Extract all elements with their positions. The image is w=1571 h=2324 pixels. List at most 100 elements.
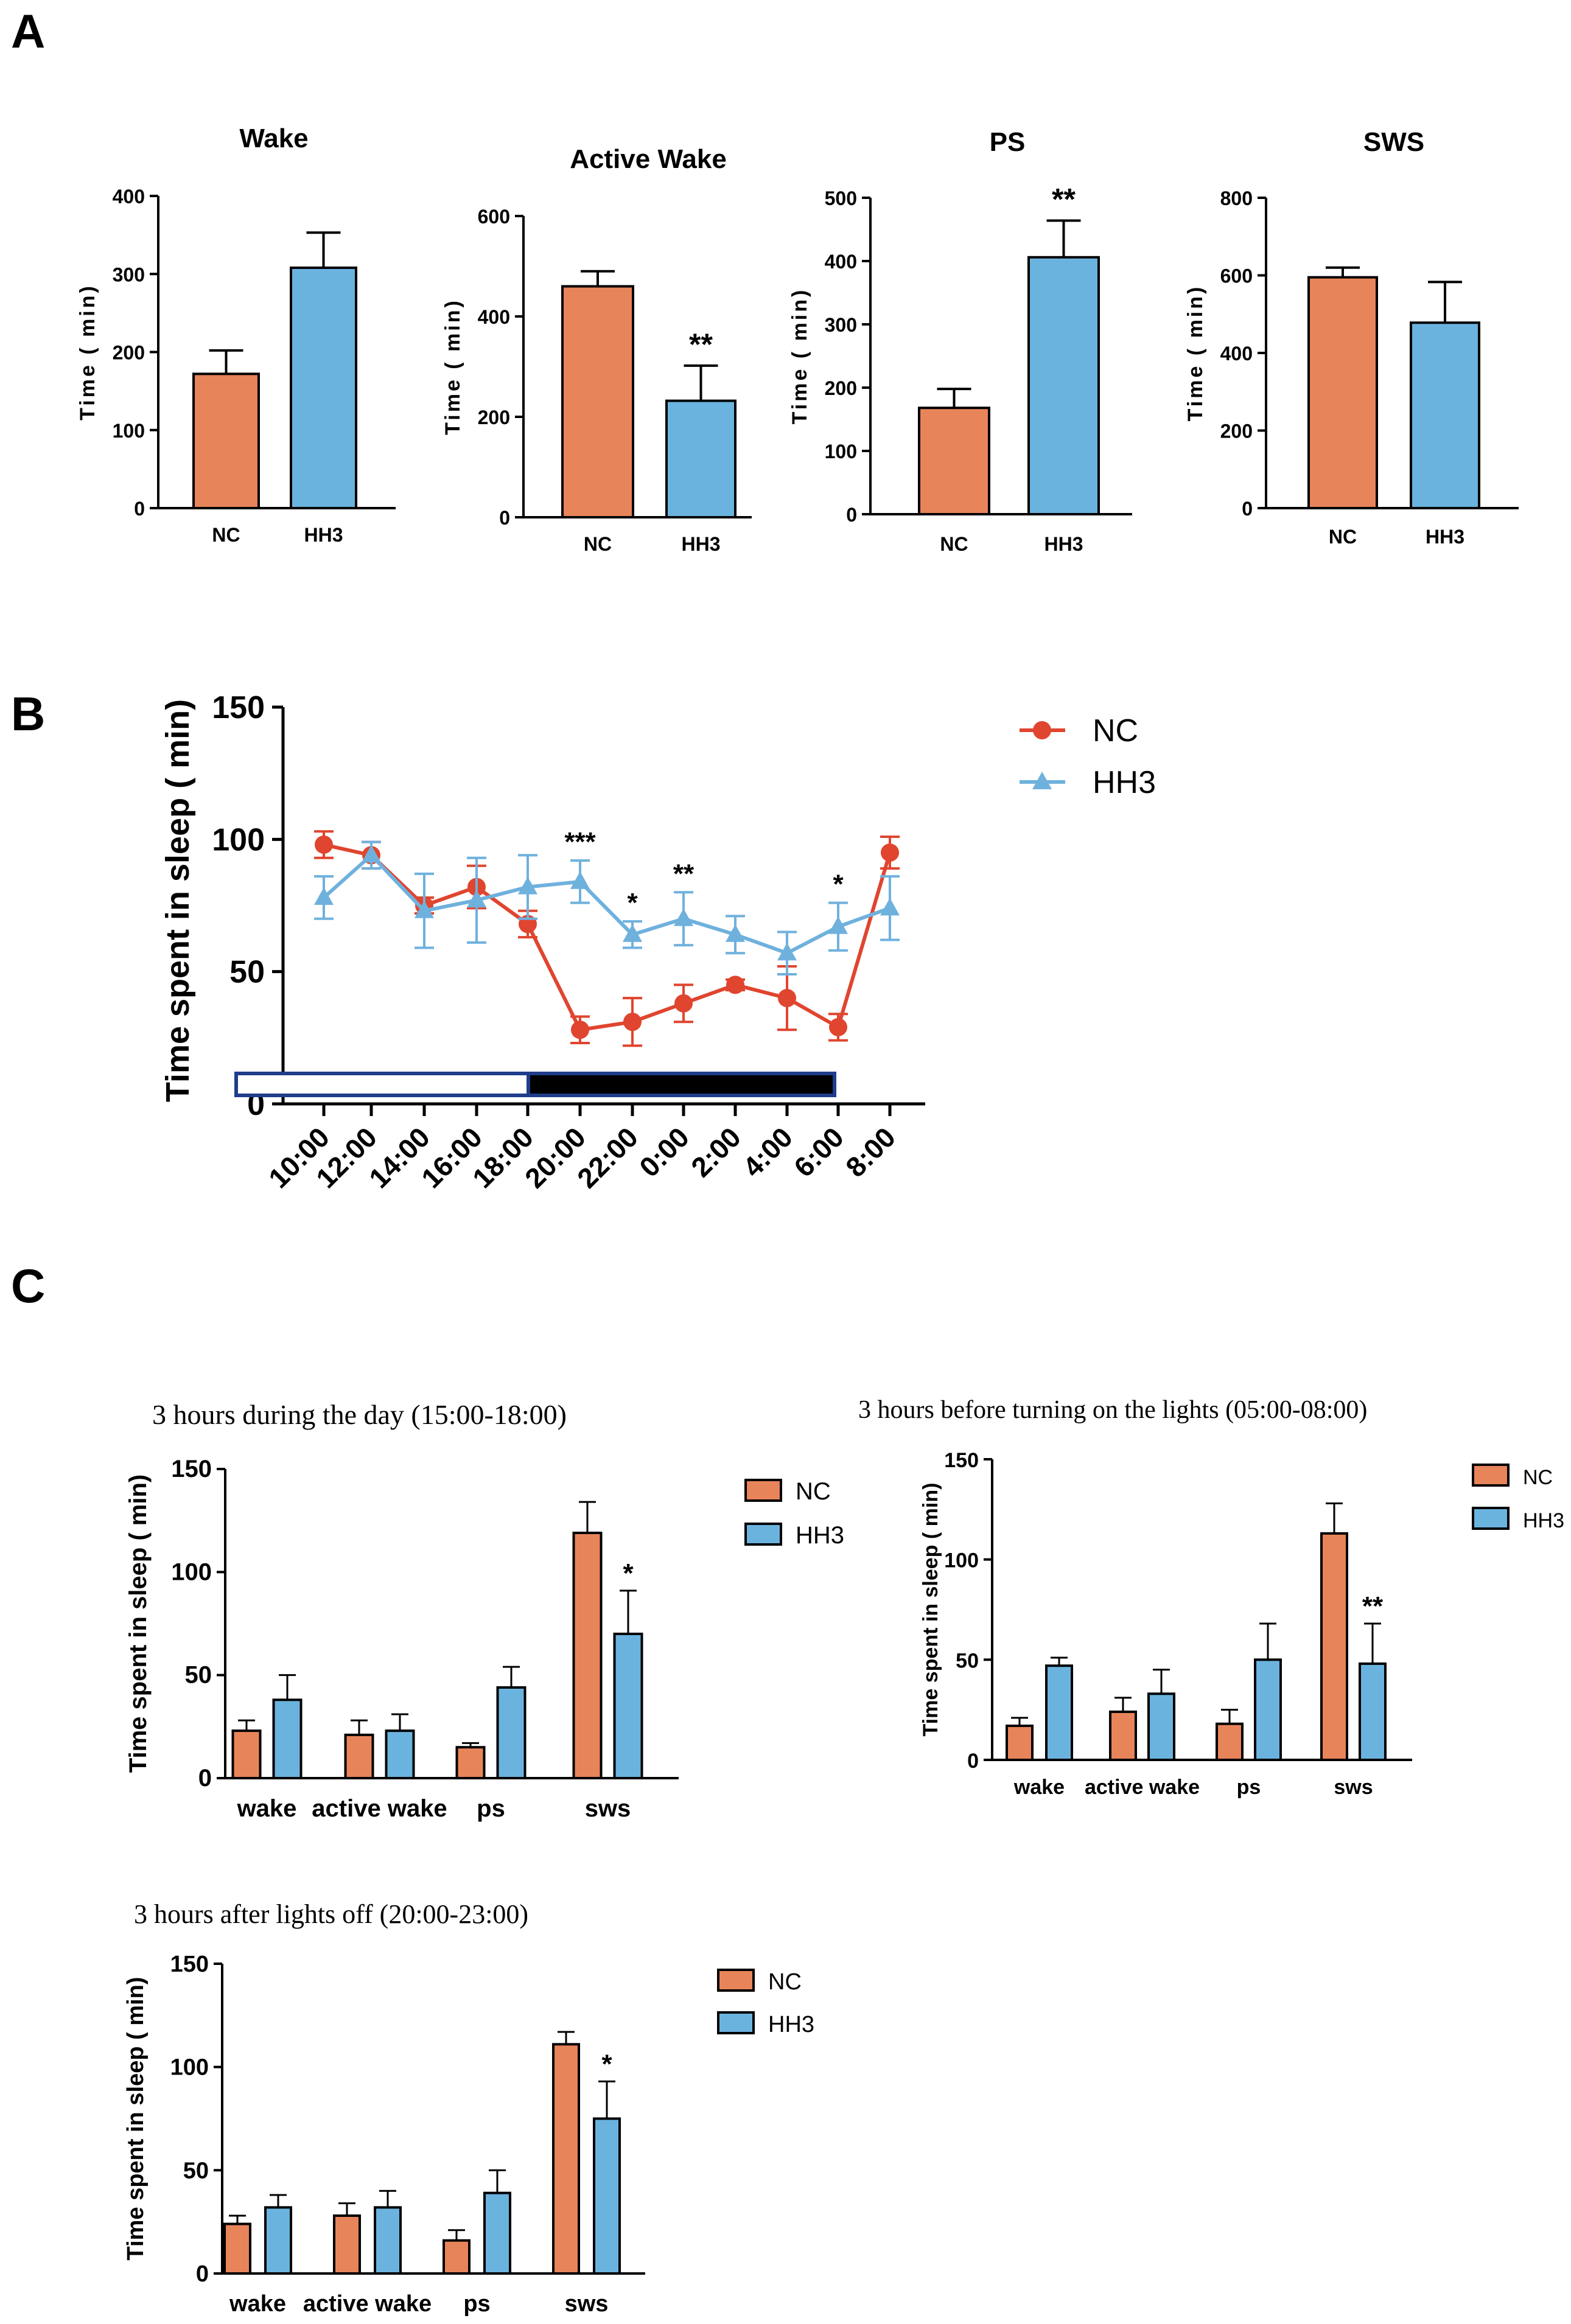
y-tick-label: 50	[185, 1662, 212, 1689]
data-point	[777, 943, 797, 961]
bar-hh3	[374, 2206, 402, 2275]
x-tick-label: 20:00	[519, 1121, 592, 1194]
light-period-bar	[234, 1072, 530, 1097]
legend-label-nc: NC	[796, 1478, 831, 1505]
chart-title: 3 hours during the day (15:00-18:00)	[152, 1399, 567, 1430]
data-point	[674, 908, 693, 926]
bar-nc	[1006, 1725, 1034, 1762]
y-tick-label: 100	[825, 441, 857, 462]
significance-marker: **	[1052, 182, 1076, 216]
data-point	[778, 989, 796, 1008]
y-tick-label: 500	[825, 187, 857, 209]
bar-hh3	[496, 1686, 527, 1779]
y-tick-label: 150	[170, 1952, 209, 1977]
significance-marker: *	[623, 1558, 634, 1588]
data-point	[518, 876, 537, 895]
significance-marker: ***	[564, 827, 596, 857]
x-tick-label: NC	[940, 533, 968, 555]
legend-label-hh3: HH3	[1093, 765, 1156, 800]
significance-marker: *	[601, 2049, 612, 2079]
data-point	[880, 898, 900, 916]
charts-layer: Wake 0 100 200 300 400 Time ( min) NC HH3 Active …	[76, 124, 1564, 2317]
y-tick-label: 0	[196, 2261, 209, 2287]
legend-swatch-nc	[744, 1479, 782, 1502]
y-tick-label: 0	[198, 1765, 212, 1792]
y-tick-label: 200	[825, 377, 857, 399]
bar-nc	[192, 372, 260, 509]
chart-title: PS	[990, 127, 1026, 157]
x-tick-label: NC	[1329, 526, 1357, 548]
bar-hh3	[1045, 1664, 1073, 1762]
x-tick-label: ps	[1237, 1776, 1261, 1799]
legend-label-hh3: HH3	[768, 2012, 814, 2037]
data-point	[314, 887, 334, 905]
data-point	[726, 924, 745, 942]
y-tick-label: 200	[113, 342, 145, 364]
y-tick-label: 400	[113, 186, 145, 208]
x-tick-label: sws	[565, 2291, 609, 2317]
y-tick-label: 0	[499, 507, 510, 529]
y-tick-label: 100	[212, 822, 265, 857]
y-tick-label: 150	[944, 1449, 979, 1472]
chart-a2: Active Wake 0 200 400 600 Time ( min) NC HH3 **	[441, 144, 752, 555]
data-point	[674, 994, 693, 1013]
bar-hh3	[1359, 1662, 1387, 1761]
x-tick-label: active wake	[312, 1795, 447, 1822]
x-tick-label: ps	[463, 2291, 490, 2317]
data-point	[828, 916, 848, 934]
legend-label-nc: NC	[1093, 713, 1138, 748]
chart-a3: PS 0 100 200 300 400 500 Time ( min) NC HH3 **	[788, 127, 1132, 555]
dark-period-bar	[527, 1072, 836, 1097]
chart-c2: 3 hours before turning on the lights (05…	[858, 1396, 1564, 1799]
significance-marker: *	[627, 888, 638, 918]
bar-nc	[1307, 276, 1378, 509]
y-tick-label: 50	[229, 955, 265, 990]
y-tick-label: 200	[478, 407, 510, 428]
series-line	[323, 843, 892, 1032]
bar-nc	[561, 285, 634, 518]
series-hh3	[314, 840, 900, 976]
bar-nc	[223, 2222, 251, 2275]
data-point	[415, 900, 434, 918]
chart-title: Wake	[239, 124, 308, 153]
y-axis-label: Time ( min)	[76, 284, 99, 420]
bar-hh3	[1254, 1658, 1282, 1761]
y-tick-label: 50	[183, 2158, 209, 2183]
bar-nc	[1109, 1710, 1137, 1761]
data-point	[315, 836, 333, 854]
data-point	[467, 890, 486, 908]
legend-swatch-nc	[717, 1969, 755, 1992]
bar-nc	[344, 1733, 374, 1779]
legend-swatch-hh3	[744, 1523, 782, 1546]
x-tick-label: 6:00	[788, 1121, 850, 1183]
chart-title: Active Wake	[570, 144, 727, 174]
bar-nc	[333, 2214, 361, 2275]
y-tick-label: 150	[212, 690, 265, 725]
bar-hh3	[272, 1698, 303, 1779]
x-tick-label: HH3	[1044, 533, 1083, 555]
legend-swatch-hh3	[1472, 1507, 1510, 1530]
y-tick-label: 100	[944, 1549, 979, 1572]
y-tick-label: 400	[825, 251, 857, 273]
bar-hh3	[613, 1632, 643, 1780]
data-point	[362, 845, 381, 863]
bar-nc	[1216, 1722, 1244, 1761]
legend-marker-nc	[1033, 721, 1051, 739]
y-tick-label: 0	[967, 1750, 979, 1773]
x-tick-label: HH3	[1426, 526, 1464, 548]
chart-a1: Wake 0 100 200 300 400 Time ( min) NC HH3	[76, 124, 396, 546]
bar-hh3	[1027, 256, 1100, 515]
x-tick-label: 0:00	[633, 1121, 695, 1183]
x-tick-label: wake	[229, 2291, 286, 2317]
chart-title: 3 hours after lights off (20:00-23:00)	[134, 1899, 528, 1929]
y-axis-label: Time ( min)	[1184, 285, 1207, 422]
x-tick-label: 4:00	[737, 1121, 799, 1183]
y-axis-label: Time spent in sleep ( min)	[125, 1474, 152, 1773]
y-tick-label: 300	[825, 314, 857, 336]
bar-hh3	[290, 266, 357, 509]
bar-hh3	[1147, 1692, 1175, 1762]
legend-swatch-nc	[1472, 1464, 1510, 1487]
y-axis-label: Time spent in sleep ( min)	[159, 699, 196, 1102]
data-point	[829, 1017, 847, 1036]
